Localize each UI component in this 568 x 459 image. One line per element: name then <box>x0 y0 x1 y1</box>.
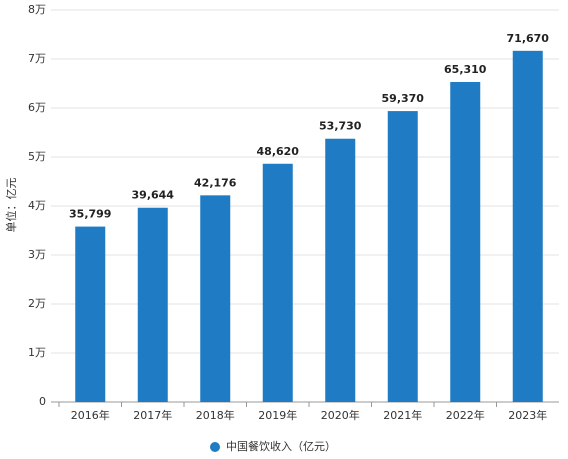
x-tick-label: 2021年 <box>383 408 422 422</box>
legend-marker <box>210 442 220 452</box>
x-tick-label: 2019年 <box>258 408 297 422</box>
y-tick-label: 3万 <box>28 248 46 261</box>
y-tick-label: 7万 <box>28 52 46 65</box>
y-tick-label: 4万 <box>28 199 46 212</box>
value-label: 39,644 <box>132 189 175 202</box>
y-tick-label: 2万 <box>28 297 46 310</box>
bar <box>450 81 481 402</box>
value-label: 65,310 <box>444 63 487 76</box>
bar <box>137 207 168 402</box>
bar <box>387 111 418 402</box>
x-tick-label: 2023年 <box>508 408 547 422</box>
bar <box>325 138 356 402</box>
y-tick-label: 5万 <box>28 150 46 163</box>
bar <box>200 195 231 402</box>
y-tick-label: 6万 <box>28 101 46 114</box>
y-tick-label: 1万 <box>28 346 46 359</box>
bar <box>75 226 106 402</box>
y-tick-label: 0 <box>39 395 46 408</box>
value-label: 42,176 <box>194 176 237 189</box>
value-label: 48,620 <box>257 145 300 158</box>
x-tick-label: 2020年 <box>321 408 360 422</box>
y-axis-title: 单位：亿元 <box>4 178 18 233</box>
x-tick-label: 2016年 <box>71 408 110 422</box>
x-tick-label: 2022年 <box>446 408 485 422</box>
x-tick-label: 2018年 <box>196 408 235 422</box>
value-label: 53,730 <box>319 120 362 133</box>
value-label: 59,370 <box>382 92 425 105</box>
value-label: 35,799 <box>69 208 111 221</box>
bar <box>512 50 543 402</box>
value-label: 71,670 <box>507 32 550 45</box>
bar <box>262 163 293 402</box>
legend-label: 中国餐饮收入（亿元） <box>226 439 336 453</box>
x-tick-label: 2017年 <box>133 408 172 422</box>
y-tick-label: 8万 <box>28 3 46 16</box>
